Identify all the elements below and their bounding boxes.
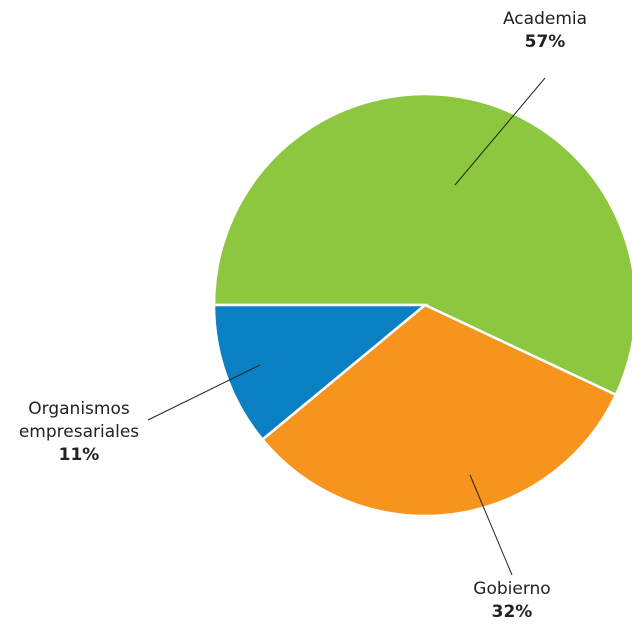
slice-label: Organismos empresariales 11% — [0, 398, 158, 467]
slice-label: Gobierno 32% — [457, 578, 567, 624]
value-label: 11% — [58, 445, 100, 465]
slice-label: Academia 57% — [490, 8, 600, 54]
pie-slice — [260, 303, 618, 518]
pie-slice — [212, 303, 429, 442]
value-label: 57% — [524, 32, 566, 52]
category-name: Academia — [502, 9, 588, 29]
pie-slice — [212, 92, 632, 397]
leader-line — [454, 77, 546, 186]
category-name: Organismos empresariales — [18, 399, 140, 442]
value-label: 32% — [491, 602, 533, 622]
leader-line — [469, 474, 513, 576]
category-name: Gobierno — [473, 579, 551, 599]
leader-line — [147, 364, 261, 421]
